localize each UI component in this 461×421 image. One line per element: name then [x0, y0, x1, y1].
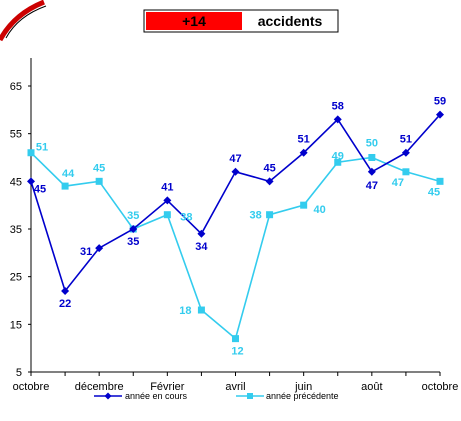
data-label-current: 45	[34, 183, 46, 195]
legend-marker-current	[104, 392, 112, 400]
x-tick-label: octobre	[422, 381, 459, 393]
y-tick-label: 55	[10, 129, 22, 141]
x-tick-label: Février	[150, 381, 185, 393]
point-current	[197, 229, 206, 238]
legend: année en cours année précédente	[94, 391, 339, 401]
point-current	[299, 148, 308, 157]
data-label-previous: 45	[428, 186, 440, 198]
data-label-current: 22	[59, 298, 71, 310]
point-current	[61, 286, 70, 295]
accident-badge: +14 accidents	[143, 9, 339, 33]
y-tick-label: 45	[10, 176, 22, 188]
point-previous	[266, 211, 274, 219]
x-tick-group: octobre décembre Février avril juin août octob…	[13, 372, 459, 393]
data-label-previous: 38	[180, 212, 192, 224]
data-label-previous: 12	[231, 346, 243, 358]
badge-value: +14	[182, 13, 206, 29]
x-tick-label: octobre	[13, 381, 50, 393]
point-current	[163, 196, 172, 205]
y-tick-label: 5	[16, 367, 22, 379]
point-previous	[368, 154, 376, 161]
data-label-previous: 35	[127, 210, 139, 222]
data-label-previous: 38	[249, 210, 261, 222]
data-label-previous: 40	[314, 204, 326, 216]
data-label-previous: 47	[392, 177, 404, 189]
point-previous	[300, 201, 308, 209]
series-line-previous	[30, 152, 441, 341]
point-previous	[402, 168, 410, 176]
data-label-current: 35	[127, 236, 139, 248]
point-current	[231, 167, 240, 176]
y-tick-label: 65	[10, 81, 22, 93]
data-label-current: 45	[263, 162, 275, 174]
data-label-current: 41	[161, 181, 173, 193]
series-group	[27, 110, 444, 343]
data-label-previous: 50	[366, 138, 378, 150]
corner-arc-decoration	[0, 0, 45, 42]
x-tick-label: décembre	[75, 381, 124, 393]
x-tick-label: août	[361, 381, 382, 393]
data-label-previous: 45	[93, 162, 105, 174]
data-label-current: 58	[332, 100, 344, 112]
data-label-current: 31	[80, 246, 92, 258]
legend-marker-previous	[247, 393, 253, 399]
point-current	[401, 148, 410, 157]
point-current	[367, 167, 376, 176]
y-tick-label: 25	[10, 272, 22, 284]
data-label-previous: 49	[332, 150, 344, 162]
data-label-group: 51 44 45 35 38 18 12 38 40 49 50 47 45 45 22 31 35 41 34 47…	[34, 96, 446, 358]
badge-word: accidents	[258, 13, 323, 29]
y-tick-group: 5 15 25 35 45 55 65	[10, 81, 31, 379]
point-previous	[232, 335, 239, 343]
legend-label-current: année en cours	[125, 391, 188, 401]
point-current	[129, 225, 138, 233]
point-current	[95, 244, 104, 253]
point-previous	[334, 158, 342, 166]
data-label-previous: 18	[179, 305, 191, 317]
point-previous	[27, 149, 35, 157]
data-label-current: 34	[195, 241, 208, 253]
data-label-current: 47	[366, 180, 378, 192]
data-label-current: 51	[400, 134, 412, 146]
data-label-current: 47	[229, 153, 241, 165]
y-tick-label: 35	[10, 224, 22, 236]
point-previous	[197, 306, 205, 314]
series-line-current	[30, 114, 441, 293]
data-label-previous: 51	[36, 142, 48, 154]
x-tick-label: juin	[294, 381, 312, 393]
data-label-current: 59	[434, 96, 446, 108]
x-tick-label: avril	[225, 381, 245, 393]
legend-label-previous: année précédente	[266, 391, 339, 401]
corner-arc-shadow	[5, 5, 47, 39]
point-previous	[436, 177, 444, 185]
point-previous	[163, 211, 171, 219]
y-tick-label: 15	[10, 319, 22, 331]
badge-value-box	[146, 12, 242, 30]
point-current	[436, 110, 444, 119]
point-previous	[61, 182, 69, 190]
point-previous	[95, 177, 103, 185]
point-current	[333, 115, 342, 124]
point-current	[265, 177, 274, 186]
data-label-previous: 44	[62, 168, 75, 180]
data-label-current: 51	[298, 134, 310, 146]
point-current	[27, 177, 35, 186]
